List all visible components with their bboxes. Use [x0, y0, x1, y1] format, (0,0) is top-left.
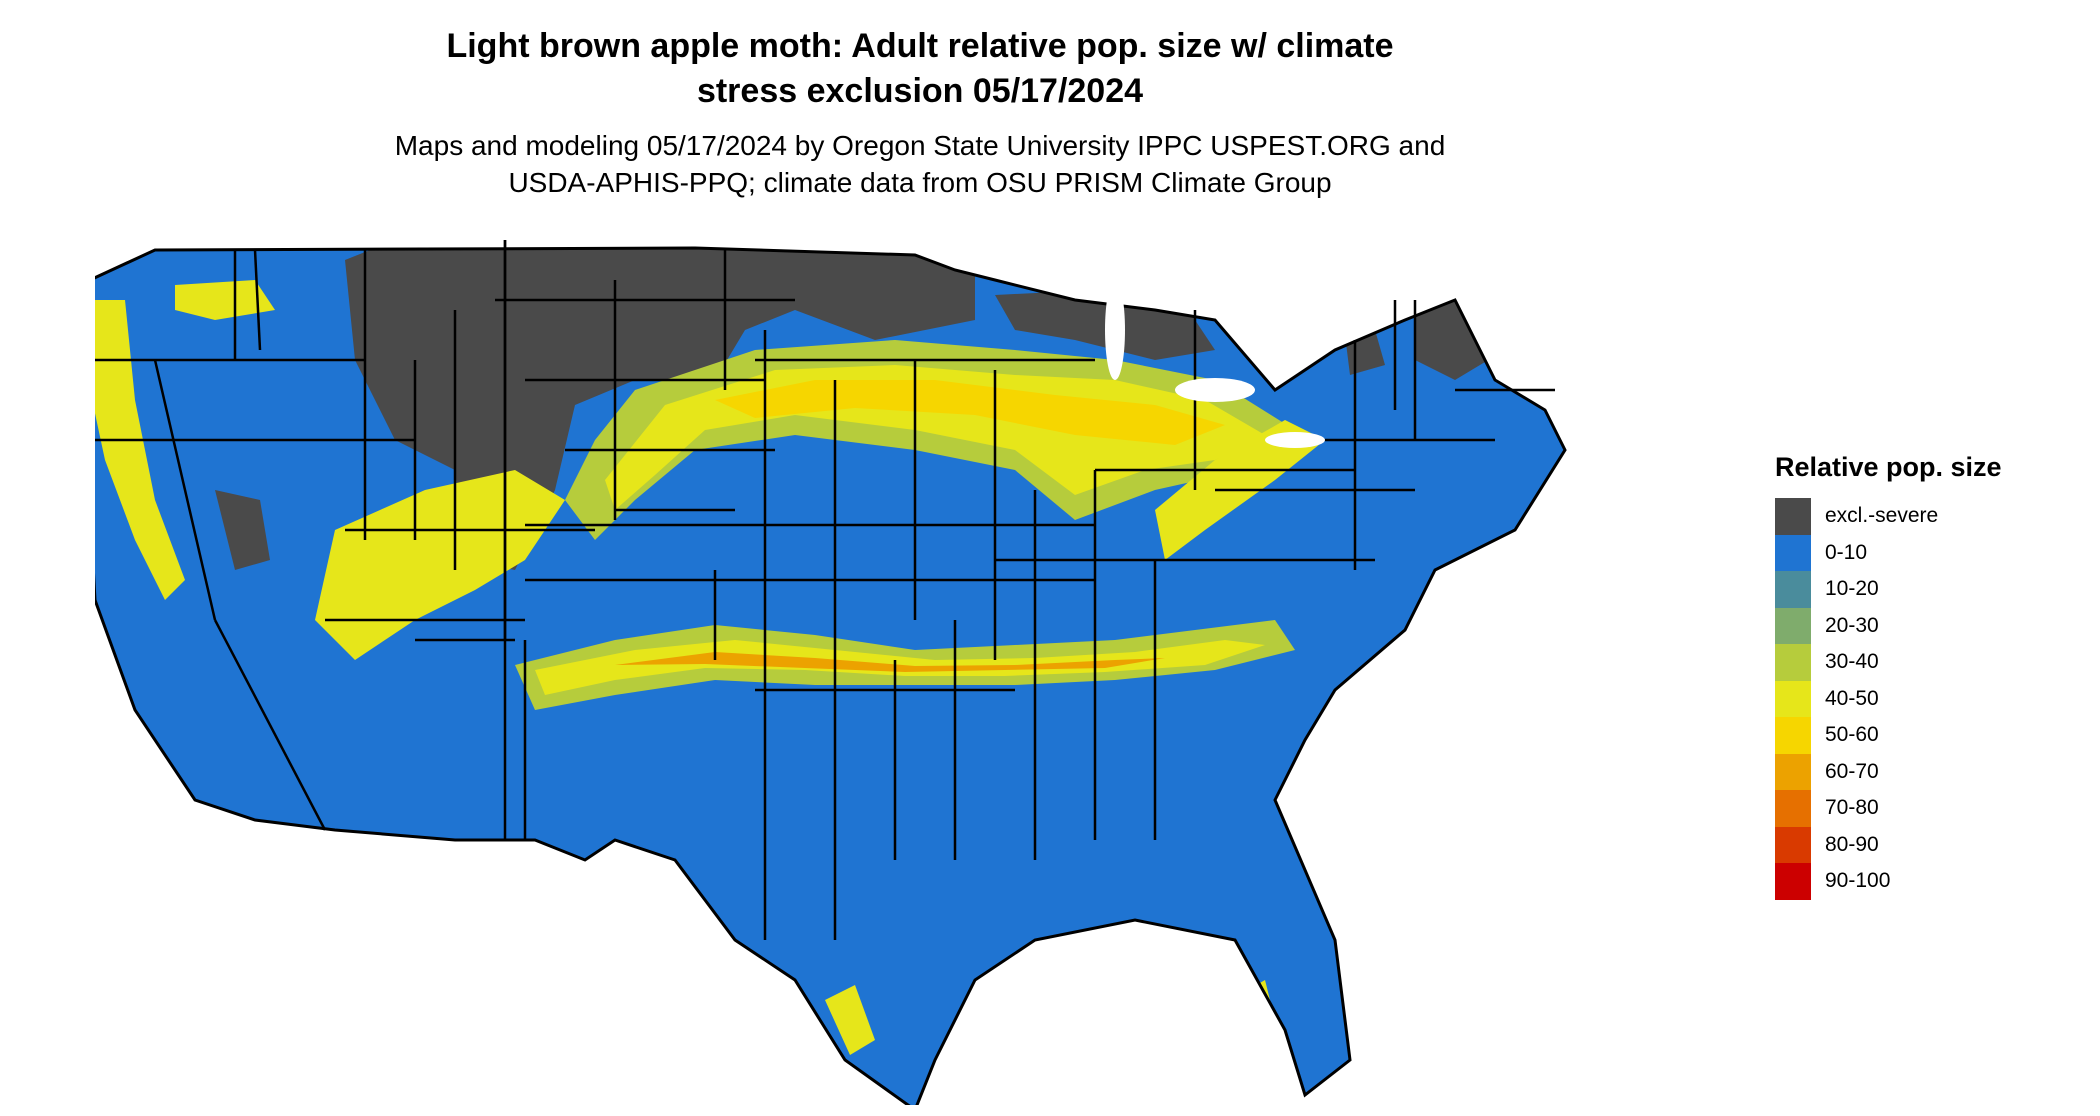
legend-swatch — [1775, 534, 1811, 571]
legend-item: 0-10 — [1775, 534, 2002, 571]
band-southern-hot — [615, 652, 1165, 672]
us-outline — [95, 246, 1567, 1105]
legend-item: 40-50 — [1775, 680, 2002, 717]
legend-items: excl.-severe 0-10 10-20 20-30 30-40 40-50 50-6… — [1775, 498, 2002, 900]
legend-label: 30-40 — [1825, 650, 1879, 674]
legend-swatch — [1775, 498, 1811, 535]
legend-swatch — [1775, 644, 1811, 681]
excluded-region-new-england — [1415, 285, 1505, 380]
legend-label: 70-80 — [1825, 796, 1879, 820]
band-west-coast — [95, 300, 185, 600]
legend-label: 90-100 — [1825, 869, 1891, 893]
legend-item: 30-40 — [1775, 644, 2002, 681]
legend-swatch — [1775, 680, 1811, 717]
legend-swatch — [1775, 790, 1811, 827]
legend-label: 20-30 — [1825, 613, 1879, 637]
legend-swatch — [1775, 607, 1811, 644]
legend-item: 80-90 — [1775, 826, 2002, 863]
map-title-line-1: Light brown apple moth: Adult relative p… — [446, 27, 1394, 65]
band-central-plains-hot — [715, 380, 1225, 445]
band-washington — [175, 280, 275, 320]
legend-swatch — [1775, 753, 1811, 790]
legend-item: excl.-severe — [1775, 498, 2002, 535]
map-subtitle-line-1: Maps and modeling 05/17/2024 by Oregon S… — [394, 130, 1446, 161]
legend-item: 60-70 — [1775, 753, 2002, 790]
legend-item: 50-60 — [1775, 717, 2002, 754]
band-south-texas — [825, 985, 875, 1055]
legend-label: 80-90 — [1825, 832, 1879, 856]
legend-item: 20-30 — [1775, 607, 2002, 644]
legend-label: 0-10 — [1825, 540, 1868, 564]
legend-title: Relative pop. size — [1775, 452, 2002, 482]
legend-swatch — [1775, 571, 1811, 608]
excluded-region-sierra — [215, 490, 270, 570]
map-subtitle-line-2: USDA-APHIS-PPQ; climate data from OSU PR… — [508, 167, 1332, 198]
legend-item: 90-100 — [1775, 863, 2002, 900]
lake-features — [1105, 280, 1325, 448]
legend-item: 10-20 — [1775, 571, 2002, 608]
band-southwest — [315, 470, 565, 660]
legend-label: 50-60 — [1825, 723, 1879, 747]
legend: Relative pop. size excl.-severe 0-10 10-20… — [1775, 450, 2002, 900]
legend-label: 10-20 — [1825, 577, 1879, 601]
legend-swatch — [1775, 826, 1811, 863]
us-population-map — [95, 240, 1567, 1105]
map-title-line-2: stress exclusion 05/17/2024 — [696, 72, 1144, 110]
legend-item: 70-80 — [1775, 790, 2002, 827]
legend-label: 40-50 — [1825, 686, 1879, 710]
legend-label: 60-70 — [1825, 759, 1879, 783]
legend-swatch — [1775, 863, 1811, 900]
state-boundaries — [95, 240, 1555, 940]
legend-swatch — [1775, 717, 1811, 754]
legend-label: excl.-severe — [1825, 504, 1939, 528]
